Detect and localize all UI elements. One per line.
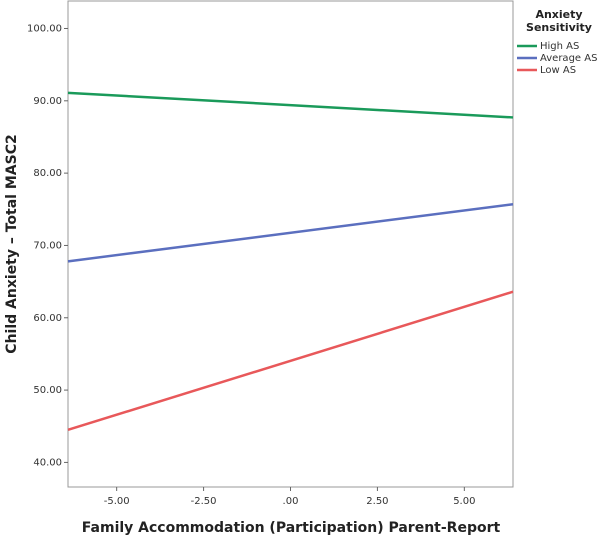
legend-title: Anxiety Sensitivity [526, 8, 592, 34]
y-axis-title: Child Anxiety – Total MASC2 [4, 134, 20, 353]
x-tick-label: 5.00 [453, 496, 475, 507]
x-tick-label: -2.50 [191, 496, 217, 507]
y-tick-label: 50.00 [33, 385, 62, 396]
y-tick-label: 80.00 [33, 168, 62, 179]
legend-label: High AS [540, 41, 579, 52]
series-line [67, 91, 514, 119]
y-tick-label: 70.00 [33, 240, 62, 251]
x-tick-label: .00 [283, 496, 299, 507]
y-tick-label: 90.00 [33, 96, 62, 107]
x-tick-label: 2.50 [366, 496, 388, 507]
series-line [67, 290, 514, 432]
x-axis-title: Family Accommodation (Participation) Par… [82, 520, 501, 536]
plot-area [67, 0, 514, 488]
y-tick-label: 60.00 [33, 313, 62, 324]
x-tick-label: -5.00 [104, 496, 130, 507]
series-line [67, 202, 514, 263]
legend-label: Average AS [540, 53, 597, 64]
legend-label: Low AS [540, 65, 576, 76]
y-tick-label: 100.00 [27, 23, 62, 34]
y-tick-label: 40.00 [33, 457, 62, 468]
